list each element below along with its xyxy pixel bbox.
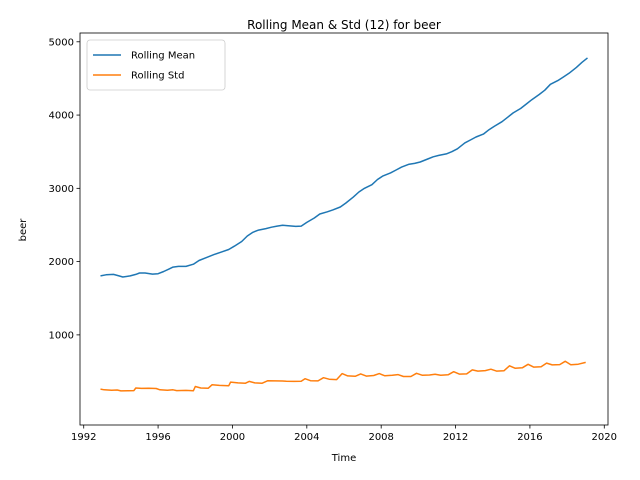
y-axis-label: beer [18, 218, 29, 242]
x-axis-label: Time [331, 453, 356, 464]
x-tick-label: 2020 [592, 432, 617, 443]
y-axis: 1000 2000 3000 4000 5000 [49, 37, 80, 341]
y-tick-label: 4000 [49, 111, 74, 122]
series-line-rolling-mean [100, 57, 588, 278]
x-axis: 1992 1996 2000 2004 2008 2012 2016 2020 [71, 425, 617, 443]
series-group [100, 57, 588, 392]
x-tick-label: 2004 [294, 432, 319, 443]
legend-box [86, 39, 226, 91]
series-line-rolling-std [100, 360, 586, 392]
x-tick-label: 1996 [145, 432, 170, 443]
y-tick-label: 5000 [49, 37, 74, 48]
x-tick-label: 1992 [71, 432, 96, 443]
x-tick-label: 2016 [517, 432, 542, 443]
legend-label: Rolling Mean [131, 51, 195, 62]
y-tick-label: 1000 [49, 330, 74, 341]
y-tick-label: 3000 [49, 184, 74, 195]
x-tick-label: 2012 [443, 432, 468, 443]
plot-frame [79, 32, 609, 426]
x-tick-label: 2008 [368, 432, 393, 443]
y-tick-label: 2000 [49, 257, 74, 268]
x-tick-label: 2000 [220, 432, 245, 443]
chart-title: Rolling Mean & Std (12) for beer [247, 18, 441, 32]
legend-label: Rolling Std [131, 71, 184, 82]
legend: Rolling Mean Rolling Std [86, 39, 226, 91]
plot-area [79, 32, 609, 426]
